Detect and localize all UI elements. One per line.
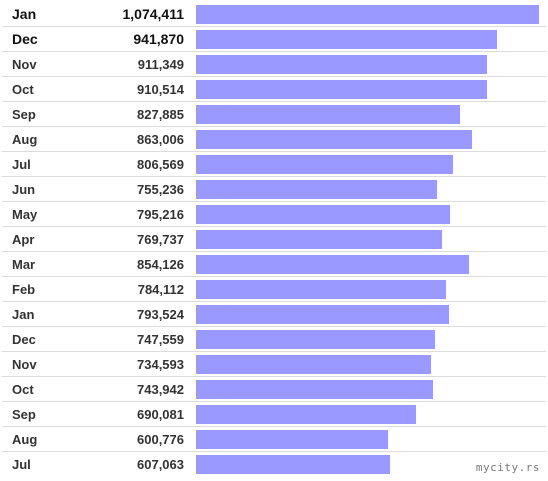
value-label: 690,081 bbox=[137, 407, 184, 422]
bar bbox=[196, 30, 497, 49]
bar bbox=[196, 330, 435, 349]
month-label: Dec bbox=[12, 31, 38, 47]
month-label: Sep bbox=[12, 107, 36, 122]
value-label: 600,776 bbox=[137, 432, 184, 447]
month-label: Dec bbox=[12, 332, 36, 347]
month-label: Mar bbox=[12, 257, 36, 272]
table-row: Aug 863,006 bbox=[2, 127, 546, 152]
table-row: Feb 784,112 bbox=[2, 277, 546, 302]
month-label: Sep bbox=[12, 407, 36, 422]
bar bbox=[196, 105, 460, 124]
table-row: Jan 793,524 bbox=[2, 302, 546, 327]
value-label: 607,063 bbox=[137, 457, 184, 472]
table-row: Aug 600,776 bbox=[2, 427, 546, 452]
value-label: 941,870 bbox=[133, 31, 184, 47]
bar bbox=[196, 5, 539, 24]
month-label: Jan bbox=[12, 6, 37, 22]
bar bbox=[196, 55, 487, 74]
value-label: 910,514 bbox=[137, 82, 184, 97]
table-row: Sep 827,885 bbox=[2, 102, 546, 127]
month-label: Jun bbox=[12, 182, 36, 197]
month-label: Jul bbox=[12, 457, 31, 472]
table-row: Jul 806,569 bbox=[2, 152, 546, 177]
bar bbox=[196, 255, 469, 274]
table-row: Sep 690,081 bbox=[2, 402, 546, 427]
value-label: 827,885 bbox=[137, 107, 184, 122]
month-label: May bbox=[12, 207, 38, 222]
value-label: 755,236 bbox=[137, 182, 184, 197]
value-label: 784,112 bbox=[137, 282, 184, 297]
month-label: Feb bbox=[12, 282, 36, 297]
month-label: Aug bbox=[12, 132, 38, 147]
month-label: Oct bbox=[12, 82, 34, 97]
value-label: 911,349 bbox=[137, 57, 184, 72]
bar bbox=[196, 130, 472, 149]
bar bbox=[196, 80, 487, 99]
table-row: Dec 941,870 bbox=[2, 27, 546, 52]
month-label: Apr bbox=[12, 232, 35, 247]
table-row: Dec 747,559 bbox=[2, 327, 546, 352]
bar bbox=[196, 155, 453, 174]
bar bbox=[196, 405, 416, 424]
table-row: Oct 743,942 bbox=[2, 377, 546, 402]
table-row: Nov 911,349 bbox=[2, 52, 546, 77]
watermark: mycity.rs bbox=[475, 461, 540, 474]
month-label: Oct bbox=[12, 382, 34, 397]
bar bbox=[196, 280, 446, 299]
value-label: 1,074,411 bbox=[122, 6, 184, 22]
table-row: Mar 854,126 bbox=[2, 252, 546, 277]
table-row: May 795,216 bbox=[2, 202, 546, 227]
table-row: Jun 755,236 bbox=[2, 177, 546, 202]
table-row: Apr 769,737 bbox=[2, 227, 546, 252]
value-label: 769,737 bbox=[137, 232, 184, 247]
bar bbox=[196, 180, 437, 199]
month-label: Nov bbox=[12, 57, 37, 72]
table-row: Jul 607,063 bbox=[2, 452, 546, 477]
month-label: Jul bbox=[12, 157, 31, 172]
bar bbox=[196, 430, 388, 449]
month-label: Aug bbox=[12, 432, 38, 447]
value-label: 734,593 bbox=[137, 357, 184, 372]
value-label: 795,216 bbox=[137, 207, 184, 222]
table-row: Oct 910,514 bbox=[2, 77, 546, 102]
bar bbox=[196, 355, 431, 374]
table-row: Jan 1,074,411 bbox=[2, 2, 546, 27]
value-label: 747,559 bbox=[137, 332, 184, 347]
table-row: Nov 734,593 bbox=[2, 352, 546, 377]
value-label: 863,006 bbox=[137, 132, 184, 147]
bar bbox=[196, 230, 442, 249]
bar bbox=[196, 455, 390, 474]
value-label: 793,524 bbox=[137, 307, 184, 322]
value-label: 743,942 bbox=[137, 382, 184, 397]
bar bbox=[196, 305, 449, 324]
value-label: 806,569 bbox=[137, 157, 184, 172]
bar bbox=[196, 380, 433, 399]
bar bbox=[196, 205, 450, 224]
month-label: Nov bbox=[12, 357, 37, 372]
month-label: Jan bbox=[12, 307, 35, 322]
value-label: 854,126 bbox=[137, 257, 184, 272]
